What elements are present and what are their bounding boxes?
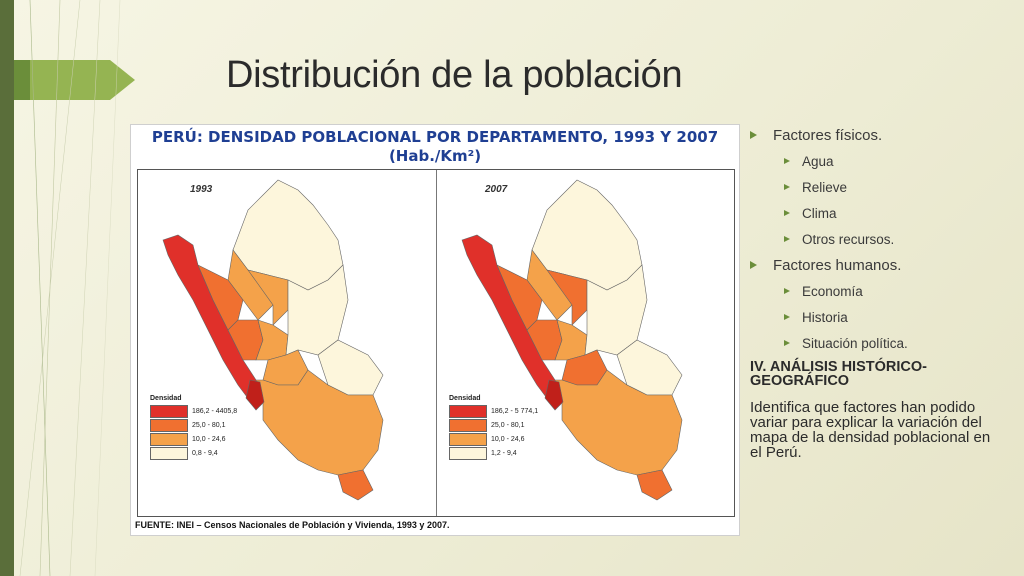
maps-frame: 1993 [137,169,735,517]
legend-swatch [150,404,188,418]
region-tacna [337,469,374,501]
sub-bullet: Situación política. [784,332,1010,354]
bullet-list: Factores físicos. Agua Relieve Clima Otr… [750,124,1010,460]
sub-bullet: Economía [784,280,1010,302]
slide-title: Distribución de la población [226,54,683,96]
map-year-label: 1993 [190,184,213,195]
bullet-label: Factores físicos. [773,126,883,144]
legend-swatch [150,446,188,460]
legend-row: 186,2 - 4405,8 [150,404,237,418]
arrow-bullet-icon [784,314,790,320]
sub-bullet-label: Relieve [802,179,848,195]
region-tacna [636,469,673,501]
peru-map-1993 [162,179,384,501]
arrow-bullet-icon [784,288,790,294]
legend-label: 1,2 - 9,4 [491,449,517,457]
region-south [255,369,384,476]
sub-bullet-label: Economía [802,283,863,299]
arrow-bullet-icon [784,236,790,242]
legend-label: 10,0 - 24,6 [491,435,525,443]
legend-row: 25,0 - 80,1 [150,418,237,432]
bullet-factores-fisicos: Factores físicos. [750,124,1010,146]
figure-title: PERÚ: DENSIDAD POBLACIONAL POR DEPARTAME… [151,128,719,146]
sub-bullet: Agua [784,150,1010,172]
figure-subtitle: (Hab./Km²) [388,147,482,165]
bullet-factores-humanos: Factores humanos. [750,254,1010,276]
sub-bullet-label: Historia [802,309,848,325]
arrow-bullet-icon [784,158,790,164]
sub-bullet-label: Situación política. [802,335,908,351]
legend-swatch [150,418,188,432]
legend-title: Densidad [150,395,182,402]
arrow-bullet-icon [784,184,790,190]
legend-swatch [449,432,487,446]
legend-swatch [449,404,487,418]
arrow-bullet-icon [784,210,790,216]
bullet-label: Factores humanos. [773,256,902,274]
sub-bullet: Historia [784,306,1010,328]
map-legend-2007: Densidad 186,2 - 5 774,1 25,0 - 80,1 10,… [449,395,538,460]
density-map-figure: PERÚ: DENSIDAD POBLACIONAL POR DEPARTAME… [130,124,740,536]
map-panel-2007: 2007 Densidad [436,170,735,516]
sub-bullet: Relieve [784,176,1010,198]
sub-bullet: Otros recursos. [784,228,1010,250]
arrow-bullet-icon [750,131,757,139]
legend-row: 0,8 - 9,4 [150,446,237,460]
legend-swatch [449,418,487,432]
decorative-shapes [14,0,135,576]
legend-row: 1,2 - 9,4 [449,446,538,460]
sub-bullet: Clima [784,202,1010,224]
sub-bullet-label: Otros recursos. [802,231,895,247]
legend-row: 25,0 - 80,1 [449,418,538,432]
legend-label: 10,0 - 24,6 [192,435,226,443]
map-legend-1993: Densidad 186,2 - 4405,8 25,0 - 80,1 10,0… [150,395,237,460]
map-panel-1993: 1993 [138,170,436,516]
legend-row: 10,0 - 24,6 [449,432,538,446]
arrow-bullet-icon [784,340,790,346]
figure-source: FUENTE: INEI – Censos Nacionales de Pobl… [135,520,450,530]
legend-label: 186,2 - 5 774,1 [491,407,539,415]
body-paragraph: Identifica que factores han podido varia… [750,399,991,461]
legend-row: 186,2 - 5 774,1 [449,404,538,418]
legend-title: Densidad [449,395,481,402]
legend-row: 10,0 - 24,6 [150,432,237,446]
region-south [554,369,683,476]
legend-swatch [150,432,188,446]
peru-map-2007 [461,179,683,501]
map-year-label: 2007 [485,184,508,195]
sub-bullet-label: Clima [802,205,837,221]
legend-label: 25,0 - 80,1 [491,421,525,429]
left-accent-bar [0,0,14,576]
section-heading: IV. ANÁLISIS HISTÓRICO-GEOGRÁFICO [750,359,927,389]
arrow-bullet-icon [750,261,757,269]
sub-bullet-label: Agua [802,153,834,169]
legend-label: 186,2 - 4405,8 [192,407,238,415]
legend-swatch [449,446,487,460]
region-lima [245,379,265,411]
legend-label: 0,8 - 9,4 [192,449,218,457]
legend-label: 25,0 - 80,1 [192,421,226,429]
region-lima [544,379,564,411]
